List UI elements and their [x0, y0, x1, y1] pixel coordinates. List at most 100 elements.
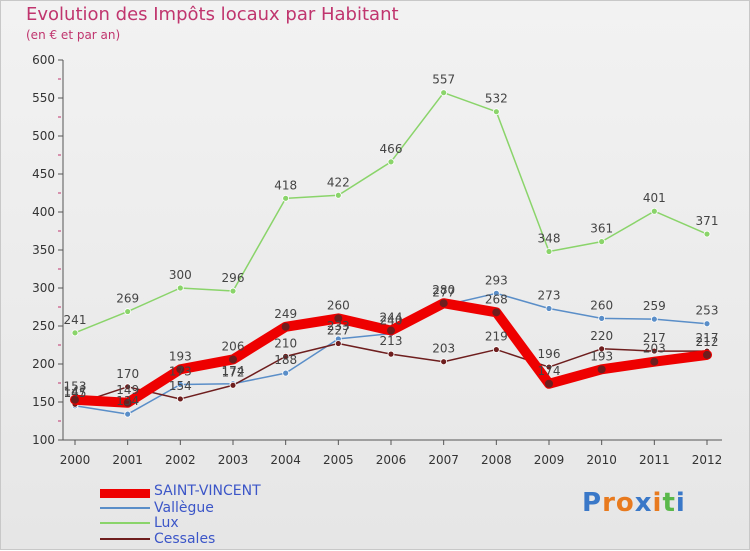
data-label-cessales: 219	[485, 330, 508, 344]
logo-letter: o	[615, 488, 635, 518]
x-tick-label: 2009	[534, 453, 565, 467]
x-tick-label: 2003	[218, 453, 249, 467]
data-label-cessales: 147	[64, 384, 87, 398]
data-label-saint-vincent: 260	[327, 298, 350, 312]
data-point-cessales	[492, 346, 500, 353]
data-point-lux	[176, 284, 184, 292]
data-label-saint-vincent: 174	[538, 364, 561, 378]
data-label-cessales: 217	[696, 331, 719, 345]
data-point-lux	[492, 108, 500, 116]
data-label-saint-vincent: 249	[274, 307, 297, 321]
data-point-cessales	[282, 352, 290, 360]
data-point-saint-vincent	[439, 299, 448, 308]
data-label-cessales: 213	[380, 334, 403, 348]
data-label-vallegue: 173	[169, 365, 192, 379]
data-point-vallegue	[176, 381, 184, 388]
data-label-lux: 296	[222, 271, 245, 285]
x-tick-label: 2008	[481, 453, 512, 467]
data-label-vallegue: 134	[116, 394, 139, 408]
data-point-cessales	[650, 347, 658, 355]
data-point-saint-vincent	[123, 398, 132, 407]
data-point-vallegue	[282, 369, 290, 377]
series-line-lux	[74, 91, 708, 334]
data-point-vallegue	[598, 314, 606, 322]
data-label-lux: 241	[64, 313, 87, 327]
logo-letter: r	[602, 488, 616, 518]
data-label-cessales: 172	[222, 365, 245, 379]
y-tick-label: 350	[32, 243, 55, 257]
data-point-lux	[334, 191, 342, 199]
data-point-saint-vincent	[492, 308, 501, 317]
data-point-saint-vincent	[597, 365, 606, 374]
logo-letter: i	[675, 488, 686, 518]
logo-letter: P	[582, 488, 603, 518]
data-point-saint-vincent	[545, 379, 553, 388]
y-tick-label: 550	[32, 91, 55, 105]
logo-letter: x	[634, 488, 653, 518]
y-tick-label: 100	[32, 433, 55, 447]
data-point-vallegue	[650, 315, 658, 323]
y-tick-label: 250	[32, 319, 55, 333]
data-label-vallegue: 260	[590, 298, 613, 312]
data-label-lux: 557	[432, 73, 455, 87]
legend-swatch-lux	[100, 522, 150, 524]
data-label-cessales: 227	[327, 323, 350, 337]
y-tick-label: 450	[32, 167, 55, 181]
x-tick-label: 2001	[112, 453, 143, 467]
data-point-lux	[545, 248, 553, 255]
y-tick-label: 150	[32, 395, 55, 409]
legend-swatch-saint-vincent	[100, 489, 150, 498]
data-label-cessales: 196	[538, 347, 561, 361]
proxiti-logo: Proxiti	[582, 488, 686, 518]
data-point-saint-vincent	[334, 314, 343, 323]
x-tick-label: 2004	[270, 453, 301, 467]
data-label-cessales: 170	[116, 367, 139, 381]
data-point-vallegue	[124, 410, 132, 418]
legend-swatch-cessales	[100, 538, 150, 540]
data-point-cessales	[176, 395, 184, 403]
data-point-vallegue	[545, 305, 553, 312]
data-point-saint-vincent	[387, 326, 395, 335]
data-label-vallegue: 253	[696, 304, 719, 318]
data-point-cessales	[440, 358, 448, 366]
data-point-saint-vincent	[71, 395, 79, 404]
x-tick-label: 2002	[165, 453, 196, 467]
data-point-cessales	[124, 383, 132, 391]
x-tick-label: 2012	[692, 453, 723, 467]
y-tick-label: 200	[32, 357, 55, 371]
legend-label-vallegue: Vallègue	[154, 500, 214, 516]
data-label-saint-vincent: 268	[485, 292, 508, 306]
data-label-vallegue: 145	[64, 386, 87, 400]
data-label-lux: 532	[485, 92, 508, 106]
data-label-cessales: 154	[169, 379, 192, 393]
legend-label-saint-vincent: SAINT-VINCENT	[154, 483, 261, 499]
data-label-saint-vincent: 149	[116, 383, 139, 397]
chart-title: Evolution des Impôts locaux par Habitant	[26, 4, 399, 25]
legend-swatch-vallegue	[100, 507, 150, 509]
data-point-saint-vincent	[703, 350, 711, 359]
data-point-lux	[282, 194, 290, 202]
data-label-lux: 371	[696, 214, 719, 228]
data-point-saint-vincent	[229, 355, 237, 364]
y-tick-label: 500	[32, 129, 55, 143]
data-point-vallegue	[492, 289, 500, 297]
data-label-cessales: 210	[274, 336, 297, 350]
data-point-lux	[387, 158, 395, 166]
logo-letter: i	[652, 488, 663, 518]
x-tick-label: 2010	[586, 453, 617, 467]
data-label-vallegue: 240	[380, 314, 403, 328]
data-point-lux	[124, 308, 132, 315]
data-label-lux: 361	[590, 222, 613, 236]
legend-label-cessales: Cessales	[154, 531, 216, 547]
y-tick-label: 300	[32, 281, 55, 295]
x-tick-label: 2000	[60, 453, 91, 467]
x-tick-label: 2005	[323, 453, 354, 467]
data-point-cessales	[598, 345, 606, 353]
chart-subtitle: (en € et par an)	[26, 28, 121, 42]
y-tick-label: 600	[32, 53, 55, 67]
data-point-cessales	[545, 363, 553, 371]
logo-letter: t	[662, 488, 676, 518]
data-label-vallegue: 174	[222, 364, 245, 378]
data-label-saint-vincent: 212	[696, 335, 719, 349]
